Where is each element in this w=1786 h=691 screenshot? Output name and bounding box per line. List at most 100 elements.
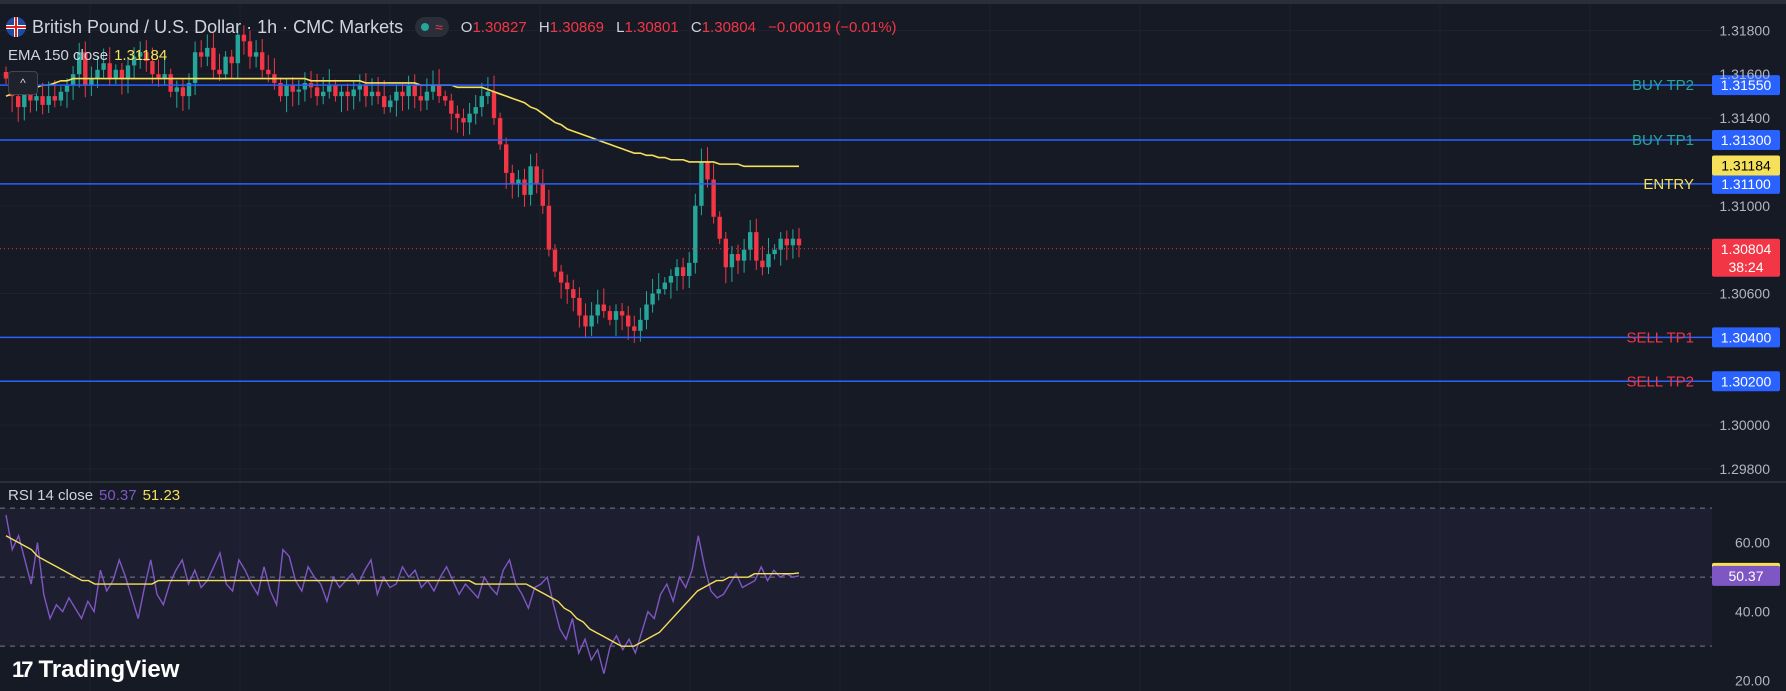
- candle-body: [162, 74, 167, 79]
- candle-body: [144, 52, 149, 62]
- candle-body: [778, 238, 783, 250]
- candle-body: [760, 260, 765, 268]
- ema-legend-value: 1.31184: [114, 47, 168, 64]
- candle-body: [321, 91, 326, 97]
- candle-body: [223, 56, 228, 75]
- candle-body: [58, 91, 64, 101]
- candle-body: [52, 96, 57, 101]
- candle-body: [253, 52, 259, 57]
- collapse-legend-chevron-up-icon[interactable]: ^: [8, 71, 38, 95]
- price-axis-tick: 1.30600: [1719, 286, 1770, 302]
- candle-body: [205, 47, 210, 57]
- candle-body: [497, 118, 503, 145]
- candle-body: [174, 87, 179, 92]
- rsi-axis-tick: 40.00: [1735, 604, 1770, 620]
- candle-body: [626, 315, 631, 327]
- price-axis-tick: 1.31400: [1719, 110, 1770, 126]
- open-label: O: [460, 18, 473, 36]
- level-price-value-4: 1.30200: [1721, 373, 1772, 389]
- ema-legend-label: EMA 150 close: [8, 47, 109, 64]
- candle-body: [119, 69, 125, 79]
- close-value: 1.30804: [701, 18, 756, 36]
- candle-body: [656, 289, 661, 294]
- candle-body: [748, 232, 753, 250]
- candle-body: [723, 238, 728, 268]
- candle-body: [394, 91, 399, 101]
- candle-body: [296, 89, 301, 92]
- low-value: 1.30801: [624, 18, 679, 36]
- candle-body: [235, 34, 240, 64]
- candle-body: [70, 74, 76, 86]
- candle-body: [89, 78, 94, 86]
- candle-body: [680, 267, 686, 276]
- ema-legend[interactable]: EMA 150 close 1.31184: [8, 47, 167, 64]
- candle-body: [583, 315, 588, 327]
- rsi-ma-line: [5, 535, 800, 647]
- candle-body: [436, 85, 442, 97]
- change-value: −0.00019 (−0.01%): [768, 18, 897, 36]
- market-status-badge[interactable]: ≈: [415, 17, 449, 37]
- rsi-value-tag: [1712, 565, 1780, 586]
- candle-body: [687, 262, 692, 276]
- candle-body: [784, 238, 789, 246]
- candle-body: [613, 311, 619, 320]
- ema-150-line: [5, 77, 799, 168]
- candle-body: [479, 96, 484, 108]
- rsi-legend[interactable]: RSI 14 close 50.37 51.23: [8, 487, 180, 504]
- symbol-header[interactable]: British Pound / U.S. Dollar · 1h · CMC M…: [6, 14, 905, 40]
- candle-body: [260, 52, 265, 70]
- candle-body: [314, 87, 320, 97]
- candle-body: [443, 96, 448, 101]
- candle-body: [327, 85, 332, 92]
- tradingview-logo[interactable]: 17 TradingView: [12, 656, 179, 684]
- candle-body: [138, 52, 143, 57]
- candle-body: [510, 172, 515, 184]
- low-label: L: [616, 18, 625, 36]
- level-price-value-3: 1.30400: [1721, 329, 1772, 345]
- candle-body: [3, 72, 9, 79]
- candle-body: [565, 282, 570, 290]
- candle-body: [455, 113, 460, 119]
- candle-body: [485, 91, 491, 97]
- top-border: [0, 0, 1786, 4]
- candle-body: [95, 69, 100, 79]
- price-axis-tick: 1.31800: [1719, 22, 1770, 38]
- delayed-data-icon: ≈: [435, 19, 443, 35]
- candle-body: [357, 85, 362, 90]
- ema-price-tag: [1712, 155, 1780, 176]
- open-value: 1.30827: [472, 18, 527, 36]
- candle-body: [192, 52, 198, 83]
- candle-body: [552, 249, 558, 272]
- candle-body: [638, 319, 643, 331]
- candle-body: [351, 89, 356, 97]
- candle-body: [534, 166, 539, 184]
- candle-body: [131, 56, 137, 66]
- gbp-usd-flag-icon: [6, 17, 26, 37]
- rsi-line: [5, 514, 800, 674]
- candle-body: [156, 74, 161, 79]
- candle-body: [516, 179, 521, 184]
- current-price-value: 1.30804: [1721, 241, 1772, 257]
- candle-body: [180, 87, 186, 97]
- candle-body: [595, 304, 600, 316]
- level-price-tag-4: [1712, 371, 1780, 392]
- level-price-tag-1: [1712, 130, 1780, 150]
- candle-body: [16, 96, 21, 108]
- candle-body: [77, 52, 82, 75]
- symbol-title[interactable]: British Pound / U.S. Dollar · 1h · CMC M…: [32, 16, 404, 37]
- candle-body: [467, 113, 472, 123]
- candle-body: [34, 96, 39, 101]
- level-price-tag-0: [1712, 75, 1780, 96]
- candle-body: [754, 232, 759, 261]
- price-axis-tick: 1.31000: [1719, 198, 1770, 214]
- ohlc-values: O1.30827 H1.30869 L1.30801 C1.30804 −0.0…: [461, 19, 905, 36]
- candle-body: [278, 82, 283, 97]
- candle-body: [229, 56, 234, 64]
- level-price-tag-2: [1712, 173, 1780, 194]
- candle-body: [382, 96, 387, 108]
- candle-body: [369, 91, 375, 97]
- candle-body: [241, 34, 247, 42]
- candle-body: [375, 91, 381, 97]
- candle-body: [28, 91, 33, 101]
